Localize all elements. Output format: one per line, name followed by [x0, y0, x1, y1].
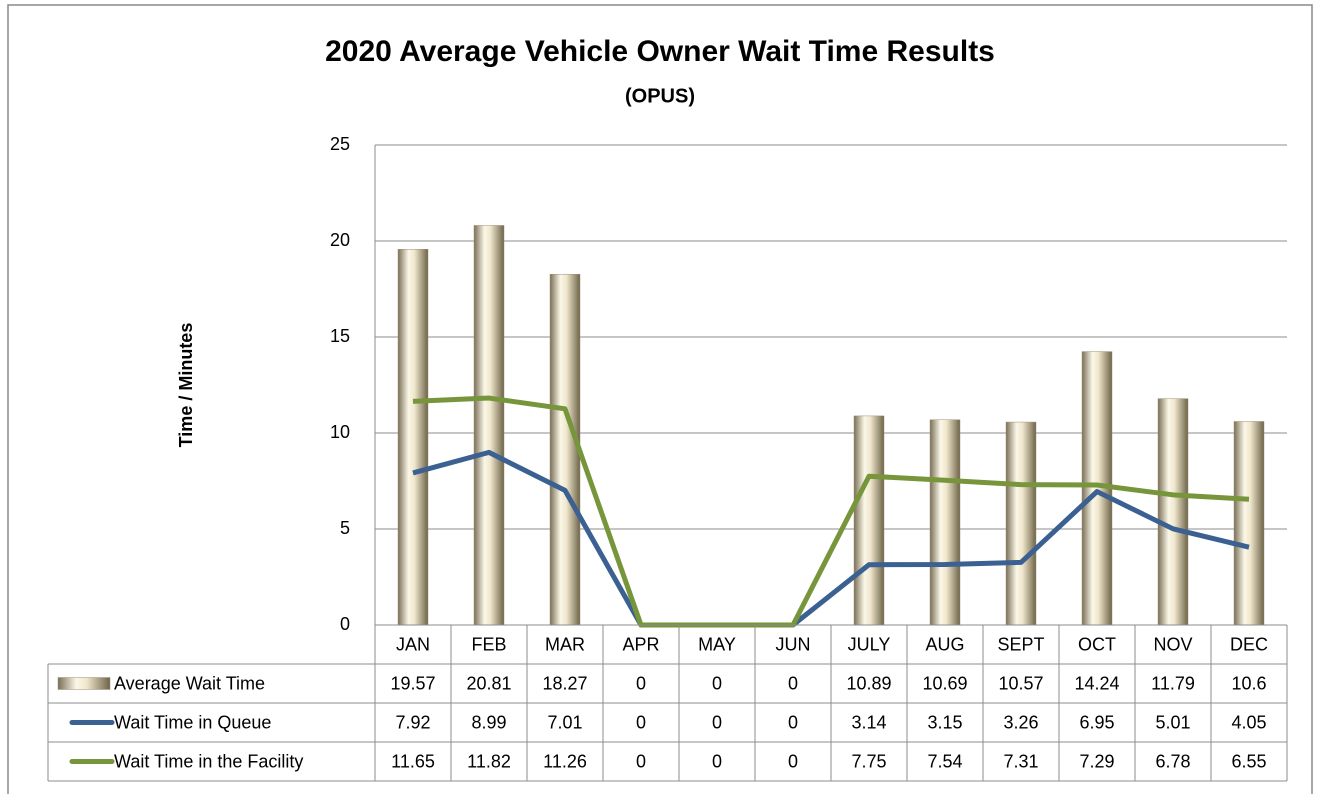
- table-value: 14.24: [1074, 673, 1119, 693]
- y-tick-label: 5: [340, 518, 350, 538]
- table-value: 5.01: [1155, 712, 1190, 732]
- legend-label: Wait Time in the Facility: [114, 751, 303, 771]
- table-value: 4.05: [1231, 712, 1266, 732]
- x-tick-label: JULY: [848, 634, 891, 654]
- bar: [1157, 398, 1189, 626]
- x-tick-label: JUN: [776, 634, 811, 654]
- bar: [473, 225, 505, 626]
- x-tick-label: DEC: [1230, 634, 1268, 654]
- table-value: 0: [712, 712, 722, 732]
- x-tick-label: OCT: [1078, 634, 1116, 654]
- bar: [929, 419, 961, 626]
- table-value: 11.65: [391, 751, 435, 771]
- bar: [397, 249, 429, 626]
- table-value: 0: [712, 751, 722, 771]
- legend-label: Wait Time in Queue: [114, 712, 271, 732]
- table-value: 3.26: [1003, 712, 1038, 732]
- table-value: 20.81: [466, 673, 511, 693]
- table-value: 3.15: [927, 712, 962, 732]
- line-series: [412, 395, 1250, 628]
- x-tick-label: APR: [622, 634, 659, 654]
- table-value: 7.54: [927, 751, 962, 771]
- line-series: [412, 449, 1250, 628]
- table-value: 0: [788, 712, 798, 732]
- y-tick-label: 0: [340, 614, 350, 634]
- table-value: 0: [712, 673, 722, 693]
- y-tick-label: 20: [330, 230, 350, 250]
- bar: [549, 273, 581, 626]
- x-tick-label: SEPT: [997, 634, 1044, 654]
- x-tick-label: NOV: [1153, 634, 1192, 654]
- x-tick-label: AUG: [925, 634, 964, 654]
- table-value: 6.95: [1079, 712, 1114, 732]
- table-value: 0: [636, 751, 646, 771]
- chart-title: 2020 Average Vehicle Owner Wait Time Res…: [325, 35, 995, 68]
- table-value: 0: [788, 673, 798, 693]
- table-value: 7.31: [1003, 751, 1038, 771]
- table-value: 10.69: [922, 673, 967, 693]
- x-tick-label: FEB: [471, 634, 506, 654]
- bar: [1005, 421, 1037, 626]
- table-value: 6.55: [1231, 751, 1266, 771]
- table-value: 7.92: [395, 712, 430, 732]
- table-value: 7.75: [851, 751, 886, 771]
- table-value: 0: [788, 751, 798, 771]
- table-value: 7.29: [1079, 751, 1114, 771]
- y-tick-label: 15: [330, 326, 350, 346]
- table-value: 8.99: [471, 712, 506, 732]
- table-value: 0: [636, 712, 646, 732]
- table-value: 18.27: [542, 673, 587, 693]
- table-value: 10.6: [1231, 673, 1266, 693]
- x-tick-label: MAY: [698, 634, 736, 654]
- bar: [1233, 421, 1265, 626]
- table-value: 11.26: [543, 751, 587, 771]
- y-axis-label: Time / Minutes: [176, 323, 196, 448]
- table-value: 7.01: [547, 712, 582, 732]
- table-value: 10.89: [846, 673, 891, 693]
- y-tick-label: 25: [330, 134, 350, 154]
- bar: [853, 415, 885, 626]
- table-value: 0: [636, 673, 646, 693]
- table-value: 11.79: [1151, 673, 1195, 693]
- legend-swatch: [57, 677, 111, 690]
- x-tick-label: JAN: [396, 634, 430, 654]
- table-value: 10.57: [998, 673, 1043, 693]
- table-value: 11.82: [467, 751, 511, 771]
- y-tick-label: 10: [330, 422, 350, 442]
- table-value: 6.78: [1155, 751, 1190, 771]
- x-tick-label: MAR: [545, 634, 585, 654]
- table-value: 3.14: [851, 712, 886, 732]
- legend-label: Average Wait Time: [114, 673, 265, 693]
- table-value: 19.57: [390, 673, 435, 693]
- chart-subtitle: (OPUS): [625, 85, 695, 107]
